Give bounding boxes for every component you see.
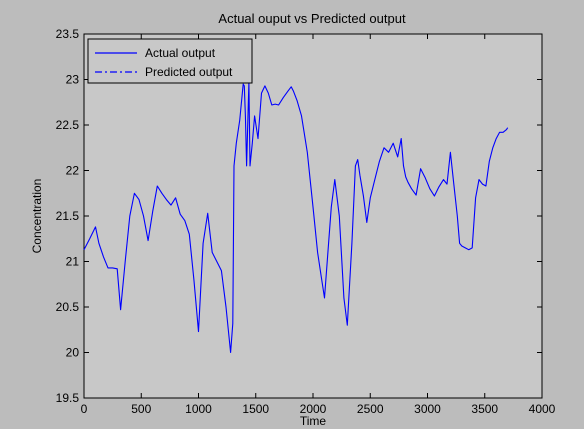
legend-label-actual: Actual output xyxy=(145,46,216,60)
x-tick-label: 500 xyxy=(131,402,151,416)
y-tick-label: 22.5 xyxy=(56,118,80,132)
x-tick-label: 3500 xyxy=(471,402,498,416)
x-tick-label: 2500 xyxy=(357,402,384,416)
y-tick-label: 20.5 xyxy=(56,300,80,314)
chart-title: Actual ouput vs Predicted output xyxy=(218,11,406,26)
legend[interactable]: Actual output Predicted output xyxy=(87,38,253,84)
x-tick-label: 1500 xyxy=(242,402,269,416)
series-layer xyxy=(83,81,509,354)
y-tick-label: 23.5 xyxy=(56,27,80,41)
x-tick-label: 0 xyxy=(81,402,88,416)
x-axis-label: Time xyxy=(300,414,327,428)
x-tick-label: 1000 xyxy=(185,402,212,416)
y-tick-label: 20 xyxy=(66,346,80,360)
series-line-0 xyxy=(83,81,509,354)
y-tick-label: 21 xyxy=(66,255,80,269)
y-tick-label: 21.5 xyxy=(56,209,80,223)
x-tick-label: 3000 xyxy=(414,402,441,416)
x-tick-label: 2000 xyxy=(300,402,327,416)
x-tick-label: 4000 xyxy=(529,402,556,416)
y-tick-label: 23 xyxy=(66,73,80,87)
y-tick-label: 22 xyxy=(66,164,80,178)
plot-area xyxy=(83,33,543,399)
legend-label-predicted: Predicted output xyxy=(145,65,233,79)
y-tick-label: 19.5 xyxy=(56,391,80,405)
axis-ticks: 0 500 1000 1500 2000 2500 3000 3500 4000 19.5 20 20… xyxy=(56,27,556,416)
legend-box xyxy=(87,38,253,84)
y-axis-label: Concentration xyxy=(30,179,44,254)
